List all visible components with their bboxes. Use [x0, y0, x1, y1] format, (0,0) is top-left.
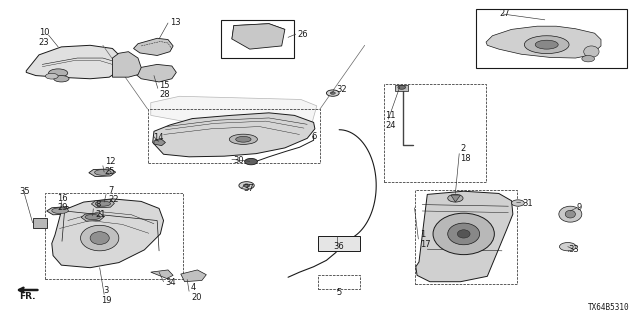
Ellipse shape [398, 85, 406, 89]
Text: 7
22: 7 22 [108, 186, 118, 204]
Ellipse shape [535, 40, 558, 49]
Polygon shape [92, 199, 115, 208]
Ellipse shape [559, 243, 576, 251]
Ellipse shape [330, 92, 335, 94]
Ellipse shape [448, 195, 463, 202]
Polygon shape [486, 26, 601, 58]
Text: 1
17: 1 17 [420, 230, 431, 249]
Ellipse shape [236, 136, 251, 142]
Text: 5: 5 [337, 288, 342, 297]
Ellipse shape [45, 73, 58, 79]
Polygon shape [451, 195, 461, 202]
Text: 33: 33 [569, 245, 580, 254]
Ellipse shape [559, 206, 582, 222]
Text: TX64B5310: TX64B5310 [588, 303, 630, 312]
Polygon shape [154, 139, 166, 146]
Ellipse shape [524, 36, 569, 53]
Polygon shape [113, 52, 141, 77]
Ellipse shape [81, 225, 119, 251]
Text: 10
23: 10 23 [39, 28, 49, 47]
Text: 11
24: 11 24 [385, 111, 396, 130]
Text: 8
21: 8 21 [95, 200, 106, 219]
Ellipse shape [433, 213, 494, 255]
Polygon shape [134, 64, 176, 82]
Ellipse shape [326, 90, 339, 96]
Bar [318, 236, 360, 251]
Polygon shape [81, 213, 104, 221]
Ellipse shape [565, 210, 575, 218]
Bar [221, 20, 294, 58]
Text: 2
18: 2 18 [461, 144, 471, 163]
Text: 34: 34 [166, 278, 176, 287]
Ellipse shape [52, 208, 68, 213]
Ellipse shape [95, 170, 111, 175]
Ellipse shape [448, 223, 479, 245]
Text: 36: 36 [334, 242, 344, 251]
Polygon shape [52, 199, 164, 268]
Polygon shape [232, 24, 285, 49]
Ellipse shape [511, 200, 524, 206]
Ellipse shape [85, 214, 100, 220]
Ellipse shape [239, 182, 254, 189]
Text: 14: 14 [153, 133, 163, 142]
Ellipse shape [582, 55, 595, 62]
Polygon shape [134, 38, 173, 55]
Polygon shape [153, 113, 315, 157]
Ellipse shape [49, 69, 68, 77]
Text: 32: 32 [336, 85, 347, 94]
Polygon shape [416, 191, 513, 282]
Text: 4
20: 4 20 [191, 283, 202, 301]
Bar [45, 194, 182, 279]
Text: FR.: FR. [19, 292, 36, 301]
Text: 9: 9 [576, 203, 581, 212]
Text: 30: 30 [234, 156, 244, 164]
Text: 16
29: 16 29 [58, 194, 68, 212]
Polygon shape [89, 169, 116, 177]
Text: 26: 26 [298, 30, 308, 39]
Polygon shape [151, 96, 317, 122]
Bar [476, 9, 627, 68]
Ellipse shape [584, 46, 599, 57]
Polygon shape [26, 45, 122, 79]
Text: 31: 31 [522, 198, 533, 207]
Text: 6: 6 [311, 132, 316, 140]
Bar [396, 85, 408, 91]
Text: 12
25: 12 25 [105, 157, 115, 176]
Bar [33, 218, 47, 228]
Text: 3
19: 3 19 [101, 286, 111, 305]
Bar [384, 84, 486, 182]
Polygon shape [47, 206, 72, 215]
Bar [318, 275, 360, 289]
Ellipse shape [244, 158, 257, 165]
Polygon shape [151, 270, 173, 278]
Text: 37: 37 [243, 184, 254, 193]
Ellipse shape [90, 232, 109, 244]
Text: 15
28: 15 28 [159, 81, 170, 99]
Ellipse shape [243, 184, 250, 187]
Ellipse shape [229, 134, 257, 144]
Ellipse shape [95, 201, 111, 206]
Polygon shape [180, 270, 206, 282]
Ellipse shape [458, 230, 470, 238]
Text: 13: 13 [170, 19, 180, 28]
Bar [415, 190, 516, 284]
Text: 35: 35 [20, 188, 30, 196]
Text: 27: 27 [500, 9, 511, 18]
Ellipse shape [54, 76, 69, 82]
